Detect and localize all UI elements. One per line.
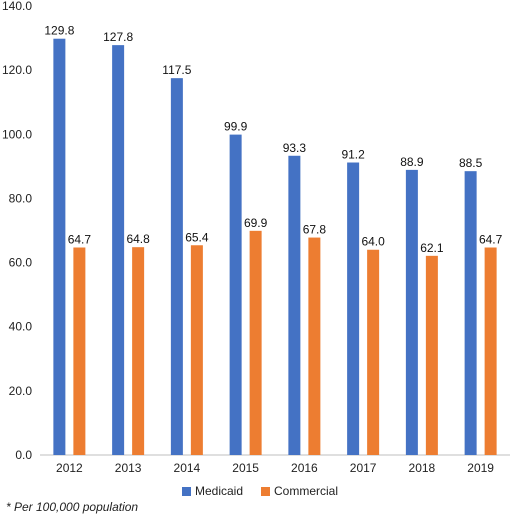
x-tick-label: 2018	[409, 461, 436, 475]
bar-medicaid-2018	[405, 169, 418, 455]
data-label-commercial-2019: 64.7	[479, 232, 503, 246]
legend-label-medicaid: Medicaid	[194, 484, 243, 498]
x-tick-label: 2014	[174, 461, 201, 475]
x-tick-label: 2012	[56, 461, 83, 475]
x-tick-label: 2016	[291, 461, 318, 475]
data-label-commercial-2015: 69.9	[244, 216, 268, 230]
footnote: * Per 100,000 population	[6, 500, 139, 514]
data-labels: 129.8 64.7 127.8 64.8 117.5 65.4 99.9 69.9 93.3 6…	[44, 24, 502, 255]
bar-chart: 0.0 20.0 40.0 60.0 80.0 100.0 120.0 140.0 129.8…	[2, 0, 510, 475]
y-tick-label: 80.0	[9, 191, 33, 205]
legend-swatch-commercial	[261, 486, 270, 496]
data-label-medicaid-2014: 117.5	[162, 63, 191, 77]
y-tick-label: 60.0	[9, 256, 33, 270]
bar-commercial-2015	[249, 230, 262, 455]
bar-medicaid-2012	[53, 38, 66, 455]
bar-commercial-2018	[425, 255, 438, 455]
legend-item-commercial: Commercial	[261, 484, 338, 498]
x-tick-label: 2019	[467, 461, 494, 475]
data-label-commercial-2018: 62.1	[420, 241, 444, 255]
data-label-commercial-2012: 64.7	[68, 232, 92, 246]
y-axis-tick-labels: 0.0 20.0 40.0 60.0 80.0 100.0 120.0 140.0	[2, 0, 32, 462]
data-label-medicaid-2012: 129.8	[44, 24, 74, 38]
bar-commercial-2019	[484, 247, 497, 455]
bar-medicaid-2019	[464, 171, 477, 456]
bar-commercial-2012	[73, 247, 86, 455]
data-label-medicaid-2018: 88.9	[400, 155, 424, 169]
data-label-commercial-2016: 67.8	[303, 223, 327, 237]
legend-swatch-medicaid	[181, 486, 191, 496]
legend-label-commercial: Commercial	[274, 484, 339, 498]
data-label-medicaid-2013: 127.8	[103, 30, 133, 44]
x-tick-label: 2015	[232, 461, 259, 475]
bar-medicaid-2014	[170, 78, 183, 456]
data-label-commercial-2014: 65.4	[185, 230, 209, 244]
data-label-medicaid-2015: 99.9	[224, 120, 248, 134]
data-label-commercial-2013: 64.8	[126, 232, 150, 246]
bar-commercial-2013	[132, 247, 145, 455]
bar-commercial-2017	[367, 249, 380, 455]
y-tick-label: 100.0	[2, 127, 32, 141]
data-label-medicaid-2016: 93.3	[283, 141, 307, 155]
data-label-medicaid-2017: 91.2	[341, 148, 365, 162]
y-tick-label: 120.0	[2, 63, 32, 77]
legend: Medicaid Commercial	[0, 484, 520, 498]
y-tick-label: 40.0	[9, 320, 33, 334]
bar-commercial-2016	[308, 237, 321, 455]
bar-medicaid-2017	[347, 162, 360, 455]
bar-medicaid-2013	[112, 45, 125, 456]
legend-item-medicaid: Medicaid	[181, 484, 243, 498]
y-tick-label: 0.0	[15, 448, 32, 462]
bar-medicaid-2016	[288, 155, 301, 456]
bar-commercial-2014	[190, 245, 203, 455]
x-tick-label: 2013	[115, 461, 142, 475]
y-tick-label: 140.0	[2, 0, 32, 13]
bars	[53, 38, 497, 456]
x-axis-tick-labels: 2012 2013 2014 2015 2016 2017 2018 2019	[56, 461, 494, 475]
x-tick-label: 2017	[350, 461, 377, 475]
y-tick-label: 20.0	[9, 384, 33, 398]
data-label-medicaid-2019: 88.5	[459, 156, 483, 170]
bar-medicaid-2015	[229, 134, 242, 455]
data-label-commercial-2017: 64.0	[361, 235, 385, 249]
